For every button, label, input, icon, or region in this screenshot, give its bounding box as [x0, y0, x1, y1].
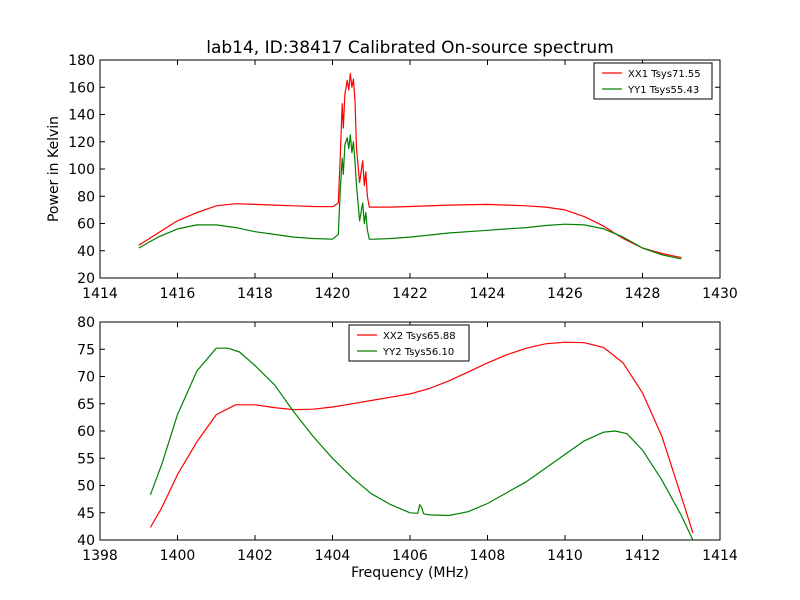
y-tick-label: 70: [77, 370, 95, 386]
series-line-xx1: [138, 72, 682, 259]
legend-box: [348, 324, 470, 362]
figure-title: lab14, ID:38417 Calibrated On-source spe…: [206, 38, 614, 58]
y-tick-label: 180: [68, 53, 95, 69]
x-tick-label: 1424: [470, 286, 506, 302]
x-tick-label: 1418: [237, 286, 273, 302]
y-tick-label: 75: [77, 342, 95, 358]
legend-label: YY1 Tsys55.43: [627, 85, 699, 96]
x-tick-label: 1416: [160, 286, 196, 302]
y-tick-label: 45: [77, 506, 95, 522]
y-tick-label: 160: [68, 80, 95, 96]
x-tick-label: 1426: [547, 286, 583, 302]
y-tick-label: 40: [77, 244, 95, 260]
y-tick-label: 60: [77, 424, 95, 440]
y-tick-label: 20: [77, 271, 95, 287]
legend-label: XX1 Tsys71.55: [628, 69, 701, 80]
y-tick-label: 80: [77, 315, 95, 331]
x-tick-label: 1412: [625, 548, 661, 564]
y-tick-label: 100: [68, 162, 95, 178]
y-tick-label: 60: [77, 217, 95, 233]
top-ylabel: Power in Kelvin: [46, 116, 62, 222]
y-tick-label: 50: [77, 479, 95, 495]
series-line-yy2: [149, 347, 694, 541]
y-tick-label: 140: [68, 108, 95, 124]
y-tick-label: 55: [77, 451, 95, 467]
x-tick-label: 1428: [625, 286, 661, 302]
top-spectrum-panel: 1414 1416 1418 1420 1422 1424 1426 1428 1430 20 40…: [68, 53, 738, 302]
x-tick-label: 1420: [315, 286, 351, 302]
y-tick-label: 40: [77, 533, 95, 549]
x-tick-label: 1400: [160, 548, 196, 564]
bottom-spectrum-panel: 1398 1400 1402 1404 1406 1408 1410 1412 1414 40 45…: [77, 315, 738, 564]
x-tick-label: 1414: [82, 286, 118, 302]
series-line-yy1: [138, 134, 682, 260]
x-tick-label: 1410: [547, 548, 583, 564]
x-tick-label: 1422: [392, 286, 428, 302]
x-tick-label: 1408: [470, 548, 506, 564]
series-line-xx2: [149, 341, 694, 534]
legend-label: XX2 Tsys65.88: [383, 331, 456, 342]
x-tick-label: 1398: [82, 548, 118, 564]
y-tick-label: 80: [77, 189, 95, 205]
legend: XX2 Tsys65.88 YY2 Tsys56.10: [348, 324, 470, 362]
x-tick-label: 1404: [315, 548, 351, 564]
figure-xlabel: Frequency (MHz): [351, 565, 469, 581]
x-tick-label: 1414: [702, 548, 738, 564]
y-tick-label: 65: [77, 397, 95, 413]
x-tick-label: 1402: [237, 548, 273, 564]
legend: XX1 Tsys71.55 YY1 Tsys55.43: [593, 62, 713, 100]
legend-label: YY2 Tsys56.10: [382, 347, 454, 358]
x-tick-label: 1406: [392, 548, 428, 564]
x-tick-label: 1430: [702, 286, 738, 302]
y-tick-label: 120: [68, 135, 95, 151]
legend-box: [593, 62, 713, 100]
